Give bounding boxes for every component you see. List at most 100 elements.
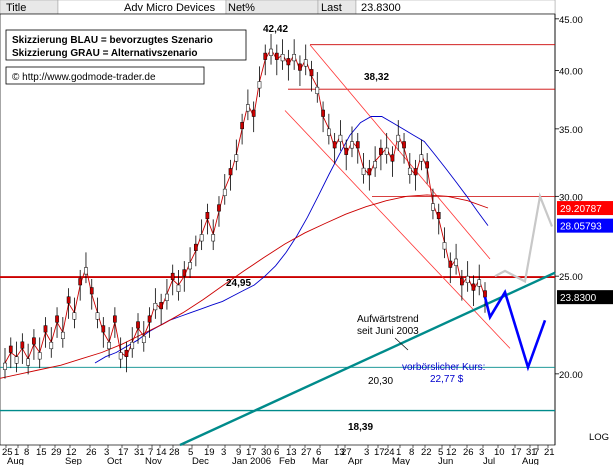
price-candle: [78, 278, 83, 286]
price-candle: [8, 345, 13, 353]
scenario-sketches: [483, 192, 554, 372]
price-candle: [182, 269, 187, 277]
x-day-label: 12: [446, 447, 457, 458]
price-candle: [228, 168, 233, 176]
price-candle: [130, 341, 135, 350]
moving-averages: [0, 116, 489, 379]
price-tag-label: 28.05793: [560, 222, 602, 233]
trend-label-line2: seit Juni 2003: [357, 326, 419, 337]
price-candle: [321, 109, 325, 117]
channel-lower-line: [284, 110, 511, 349]
x-day-label: 7: [148, 447, 153, 458]
price-candle: [3, 362, 7, 370]
price-candle: [60, 331, 65, 339]
x-day-label: 12: [66, 447, 77, 458]
price-candle: [431, 203, 435, 211]
x-month-label: Jun: [438, 456, 453, 465]
price-candle: [448, 260, 453, 268]
header-change-label: Net%: [228, 2, 255, 14]
x-day-label: 26: [463, 447, 474, 458]
x-day-label: 30: [261, 447, 272, 458]
log-scale-label: LOG: [589, 432, 609, 443]
x-day-label: 13: [286, 447, 297, 458]
price-candle: [89, 287, 94, 295]
price-candle: [193, 243, 198, 251]
price-candle: [43, 325, 48, 333]
x-day-label: 17: [374, 447, 385, 458]
target-label-line1: vorbörslicher Kurs:: [402, 362, 485, 373]
channel-upper-line: [309, 44, 491, 260]
price-tag-label: 23.8300: [560, 293, 597, 304]
price-candle: [66, 296, 71, 304]
x-day-label: 5: [438, 447, 443, 458]
x-day-label: 27: [301, 447, 312, 458]
x-day-label: 29: [51, 447, 62, 458]
x-day-label: 5: [188, 447, 193, 458]
label-38-32: 38,32: [364, 72, 389, 83]
label-18-39: 18,39: [348, 422, 373, 433]
x-month-label: Dec: [192, 456, 209, 465]
price-candle: [20, 341, 25, 349]
price-tag-box: [557, 218, 613, 233]
price-candle: [419, 154, 424, 162]
label-high: 42,42: [263, 24, 288, 35]
plot-frame: [0, 13, 556, 446]
header-instrument: Adv Micro Devices: [124, 2, 216, 14]
x-month-label: May: [392, 456, 410, 465]
price-candle: [477, 279, 482, 287]
price-candle: [113, 315, 117, 323]
price-candle: [425, 161, 430, 169]
x-day-label: 1: [396, 447, 401, 458]
price-candle: [234, 154, 239, 162]
price-candle: [274, 52, 279, 60]
price-candle: [442, 242, 447, 250]
x-day-label: 15: [36, 447, 47, 458]
price-candle: [361, 167, 366, 175]
x-day-label: 7: [534, 447, 539, 458]
target-label-line2: 22,77 $: [430, 374, 464, 385]
x-month-label: Nov: [145, 456, 162, 465]
price-candle: [153, 303, 158, 311]
x-day-label: 28: [169, 447, 180, 458]
price-tag-label: 29.20787: [560, 204, 602, 215]
price-candle: [101, 325, 106, 333]
price-candle: [124, 349, 129, 357]
price-candle: [55, 315, 59, 323]
price-candle: [315, 86, 320, 95]
x-day-label: 6: [316, 447, 321, 458]
x-day-label: 19: [204, 447, 215, 458]
x-day-label: 31: [526, 447, 537, 458]
x-day-label: 6: [274, 447, 279, 458]
price-candle: [344, 147, 349, 155]
y-tick-label: 40.00: [559, 66, 583, 77]
y-axis: 20.00 25.00 30.00 35.00 40.00 45.00: [555, 15, 583, 381]
price-candle: [269, 48, 273, 56]
price-candle: [367, 168, 372, 176]
price-candle: [280, 54, 285, 62]
x-month-label: Sep: [65, 456, 82, 465]
x-day-label: 13: [334, 447, 345, 458]
price-candle: [303, 59, 308, 67]
price-candle: [107, 341, 111, 350]
x-day-label: 22: [421, 447, 432, 458]
copyright-text: © http://www.godmode-trader.de: [12, 72, 156, 83]
price-candle: [211, 234, 216, 242]
x-day-label: 21: [544, 447, 555, 458]
price-candle: [465, 275, 470, 284]
price-tags: 29.20787 28.05793 23.8300: [557, 201, 613, 305]
price-candle: [159, 302, 163, 310]
x-day-label: 14: [156, 447, 167, 458]
x-day-label: 24: [384, 447, 395, 458]
x-day-label: 8: [24, 447, 29, 458]
x-month-label: Jul: [483, 456, 495, 465]
price-candle: [141, 335, 146, 343]
grey-scenario-path: [494, 192, 554, 284]
x-day-label: 25: [2, 447, 13, 458]
x-day-label: 3: [221, 447, 226, 458]
x-day-label: 10: [494, 447, 505, 458]
price-candle: [136, 321, 140, 329]
label-20-30: 20,30: [368, 376, 393, 387]
price-candle: [188, 262, 192, 270]
x-day-label: 3: [104, 447, 109, 458]
